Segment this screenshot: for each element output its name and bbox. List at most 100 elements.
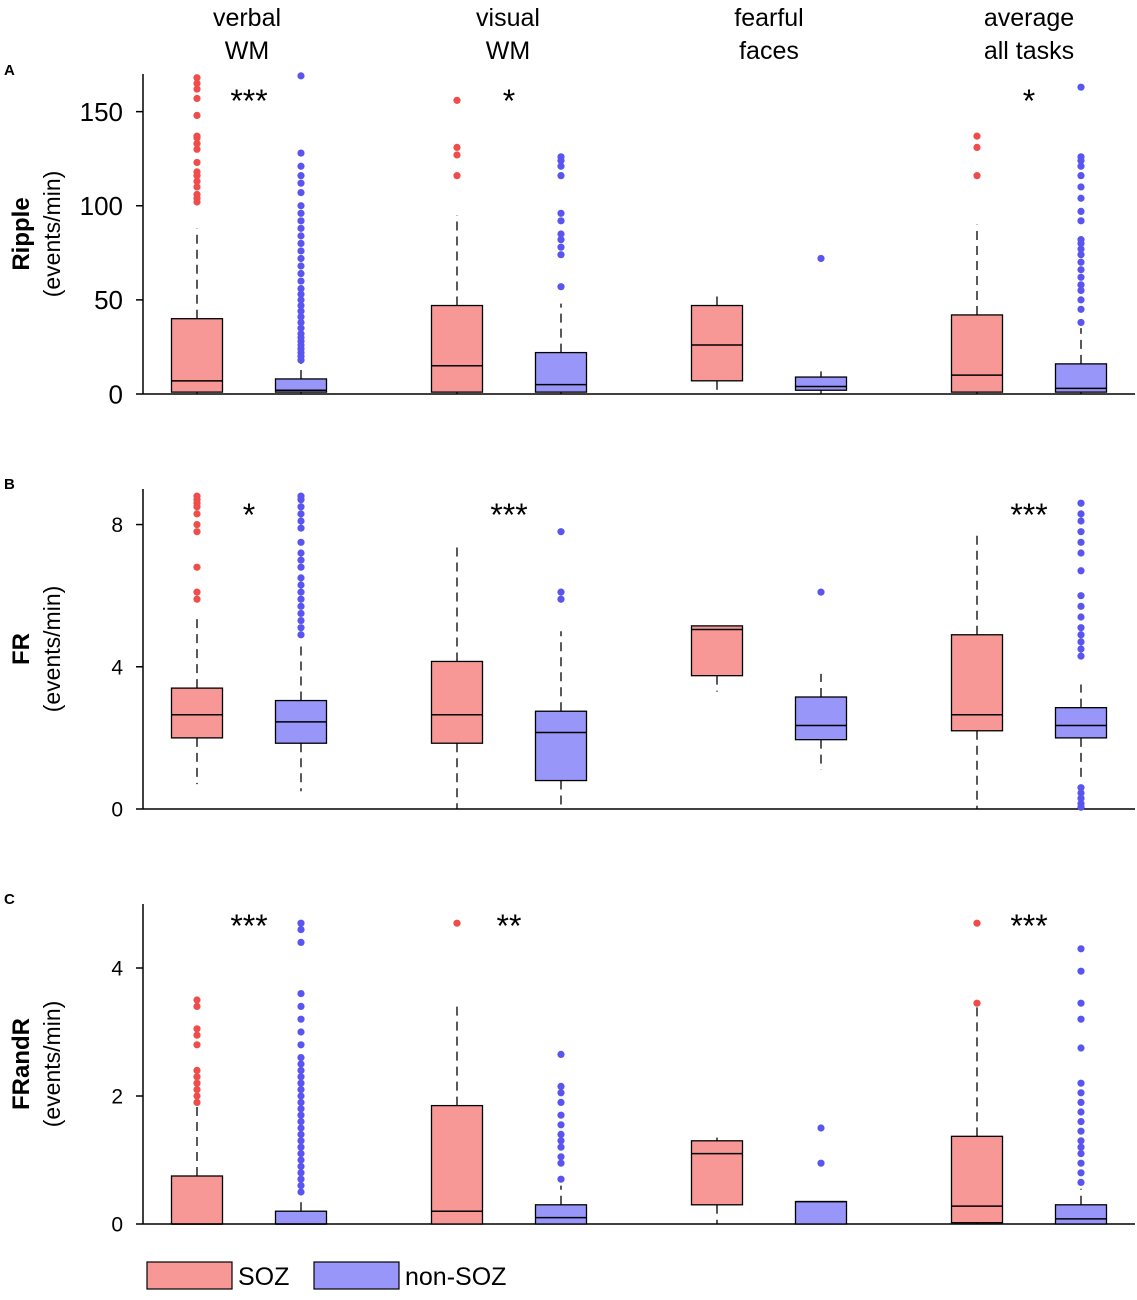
nonsoz-outlier: [557, 236, 565, 244]
panel-c-ylabel-unit: (events/min): [39, 1001, 65, 1128]
nonsoz-outlier: [557, 162, 565, 170]
nonsoz-outlier: [297, 517, 305, 525]
soz-outlier: [193, 1098, 201, 1106]
nonsoz-outlier: [1077, 318, 1085, 327]
nonsoz-outlier: [1077, 538, 1085, 546]
nonsoz-outlier: [297, 72, 305, 80]
y-tick-label: 150: [80, 97, 123, 127]
nonsoz-outlier: [1077, 789, 1085, 797]
nonsoz-outlier: [817, 1159, 825, 1167]
nonsoz-outlier: [297, 330, 305, 338]
nonsoz-outlier: [297, 1162, 305, 1170]
y-tick-label: 0: [111, 1214, 123, 1237]
nonsoz-outlier: [1077, 1150, 1085, 1158]
soz-outlier: [193, 996, 201, 1004]
nonsoz-outlier: [557, 172, 565, 180]
nonsoz-box: [534, 1204, 588, 1225]
nonsoz-outlier: [297, 1092, 305, 1100]
nonsoz-outlier: [1077, 236, 1085, 244]
nonsoz-outlier: [297, 616, 305, 625]
nonsoz-outlier: [1077, 207, 1085, 216]
nonsoz-outlier: [1077, 1044, 1085, 1052]
nonsoz-outlier: [1077, 1015, 1085, 1023]
nonsoz-outlier: [1077, 652, 1085, 660]
nonsoz-outlier: [1077, 273, 1085, 281]
soz-outlier: [193, 168, 201, 176]
nonsoz-outlier: [1077, 567, 1085, 575]
significance-marker: ***: [230, 908, 267, 944]
y-tick-label: 8: [111, 514, 123, 537]
nonsoz-outlier: [297, 926, 305, 934]
soz-outlier: [973, 919, 981, 927]
nonsoz-outlier: [557, 230, 565, 238]
nonsoz-outlier: [1077, 794, 1085, 802]
nonsoz-outlier: [1077, 1137, 1085, 1145]
nonsoz-outlier: [1077, 624, 1085, 632]
soz-outlier: [193, 1002, 201, 1011]
nonsoz-outlier: [297, 1169, 305, 1177]
soz-outlier: [973, 172, 981, 180]
nonsoz-box: [794, 1200, 848, 1225]
nonsoz-outlier: [557, 251, 565, 259]
nonsoz-outlier: [1077, 1178, 1085, 1186]
nonsoz-outlier: [297, 1143, 305, 1151]
nonsoz-outlier: [1077, 549, 1085, 557]
nonsoz-outlier: [297, 1073, 305, 1081]
soz-outlier: [193, 74, 201, 82]
nonsoz-outlier: [297, 284, 305, 293]
nonsoz-outlier: [1077, 194, 1085, 202]
nonsoz-outlier: [1077, 999, 1085, 1007]
nonsoz-outlier: [1077, 602, 1085, 610]
nonsoz-outlier: [297, 188, 305, 197]
nonsoz-outlier: [297, 1137, 305, 1145]
nonsoz-outlier: [297, 563, 305, 571]
panel-c-frandr: 024*** ** ***: [111, 904, 1135, 1237]
panel-b-fr: 048 * *** ***: [111, 489, 1135, 822]
soz-outlier: [193, 1066, 201, 1074]
nonsoz-box: [1054, 1204, 1108, 1225]
nonsoz-outlier: [297, 290, 305, 298]
nonsoz-outlier: [1077, 162, 1085, 170]
nonsoz-outlier: [557, 1111, 565, 1119]
nonsoz-outlier: [297, 595, 305, 603]
panel-label-c: C: [4, 891, 15, 908]
nonsoz-outlier: [297, 318, 305, 327]
y-tick-label: 0: [111, 799, 123, 822]
nonsoz-outlier: [297, 588, 305, 596]
nonsoz-outlier: [1077, 800, 1085, 808]
nonsoz-outlier: [1077, 1079, 1085, 1087]
nonsoz-outlier: [1077, 296, 1085, 304]
nonsoz-box: [274, 1210, 328, 1225]
soz-box: [170, 1175, 224, 1225]
nonsoz-outlier: [557, 153, 565, 161]
nonsoz-outlier: [297, 202, 305, 210]
nonsoz-outlier: [297, 313, 305, 321]
nonsoz-outlier: [1077, 967, 1085, 975]
soz-outlier: [193, 563, 201, 571]
nonsoz-outlier: [1077, 638, 1085, 646]
nonsoz-outlier: [1077, 183, 1085, 191]
significance-marker: ***: [230, 83, 267, 119]
nonsoz-outlier: [1077, 510, 1085, 518]
soz-outlier: [193, 1073, 201, 1081]
panel-label-b: B: [4, 476, 15, 493]
nonsoz-outlier: [297, 1175, 305, 1183]
nonsoz-outlier: [1077, 517, 1085, 525]
nonsoz-outlier: [817, 588, 825, 596]
nonsoz-outlier: [557, 1050, 565, 1058]
nonsoz-outlier: [297, 1028, 305, 1036]
soz-box: [690, 304, 744, 382]
nonsoz-outlier: [1077, 645, 1085, 653]
soz-box: [170, 687, 224, 739]
nonsoz-outlier: [1077, 305, 1085, 313]
nonsoz-outlier: [817, 1124, 825, 1132]
nonsoz-outlier: [297, 503, 305, 511]
soz-outlier: [193, 1031, 201, 1039]
soz-outlier: [193, 85, 201, 93]
nonsoz-outlier: [297, 254, 305, 263]
panel-a-ylabel-name: Ripple: [8, 197, 35, 270]
soz-outlier: [193, 79, 201, 88]
significance-marker: ***: [490, 497, 527, 533]
nonsoz-outlier: [557, 1153, 565, 1161]
significance-marker: ***: [1010, 497, 1047, 533]
